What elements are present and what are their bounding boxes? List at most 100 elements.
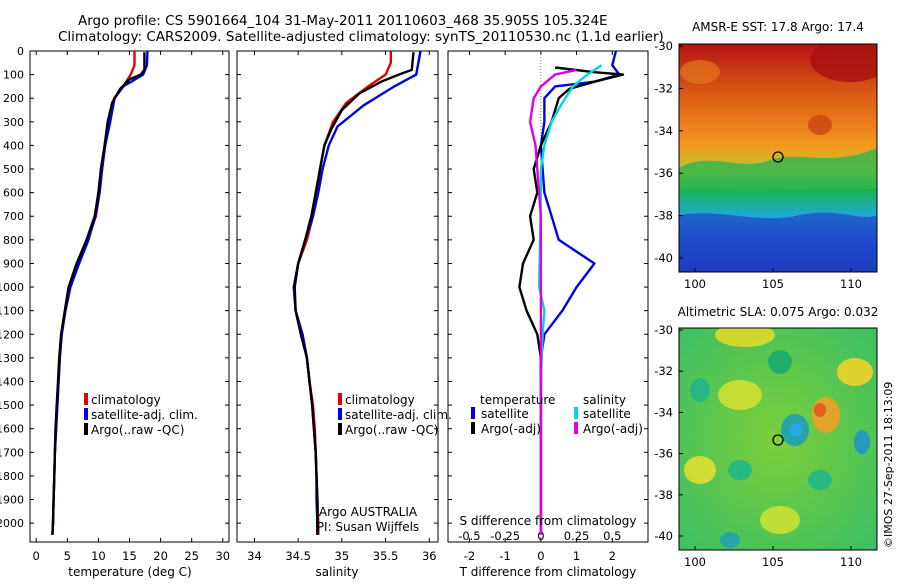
argo-float-marker bbox=[772, 434, 784, 446]
difference-panel bbox=[447, 50, 649, 543]
s-tick-label: -0.5 bbox=[458, 529, 480, 543]
salinity-xlabel: salinity bbox=[315, 565, 358, 579]
sla-map-title: Altimetric SLA: 0.075 Argo: 0.032 bbox=[678, 305, 879, 319]
title-line-1: Argo profile: CS 5901664_104 31-May-2011… bbox=[78, 13, 608, 29]
x-tick-label: 1 bbox=[573, 549, 580, 563]
map-x-tick-label: 110 bbox=[840, 555, 862, 569]
sla-low-blob bbox=[790, 423, 802, 437]
series-line-argo-adj- bbox=[518, 66, 625, 535]
legend-label-argo: Argo(..raw -QC) bbox=[91, 423, 184, 437]
sla-map-frame bbox=[678, 327, 878, 551]
temperature-xlabel: temperature (deg C) bbox=[68, 565, 191, 579]
legend-label-argo: Argo(..raw -QC) bbox=[345, 423, 438, 437]
depth-tick-label: 1500 bbox=[0, 399, 24, 412]
legend-label-satellite: satellite-adj. clim. bbox=[345, 408, 452, 422]
temperature-plot: 0 5 10 15 20 25 30 bbox=[33, 50, 230, 563]
legend-label-satellite: satellite-adj. clim. bbox=[91, 408, 198, 422]
legend-label-s-argo: Argo(-adj) bbox=[583, 422, 643, 436]
x-tick-label: 35 bbox=[335, 549, 350, 563]
legend-label-t-argo: Argo(-adj) bbox=[481, 422, 541, 436]
legend-swatch-t-satellite bbox=[471, 407, 475, 419]
x-tick-label: 0 bbox=[537, 549, 544, 563]
sst-map-title: AMSR-E SST: 17.8 Argo: 17.4 bbox=[692, 20, 864, 34]
x-tick-label: 20 bbox=[153, 549, 168, 563]
sla-map bbox=[679, 328, 877, 550]
x-tick-label: 25 bbox=[184, 549, 199, 563]
x-tick-label: 34 bbox=[247, 549, 262, 563]
sla-low-blob bbox=[720, 532, 740, 548]
depth-tick-label: 1400 bbox=[0, 375, 24, 388]
depth-tick-label: 0 bbox=[17, 45, 24, 58]
map-y-tick-label: -34 bbox=[654, 405, 673, 419]
x-tick-label: 34.5 bbox=[285, 549, 311, 563]
legend-swatch-t-argo bbox=[471, 422, 475, 434]
legend-swatch-climatology bbox=[84, 393, 88, 405]
map-y-tick-label: -30 bbox=[654, 323, 673, 337]
argo-program-label: Argo AUSTRALIA bbox=[319, 505, 418, 519]
sla-map-axes: -30 -32 -34 -36 -38 -40 100 105 110 bbox=[654, 323, 862, 569]
temperature-legend: climatology satellite-adj. clim. Argo(..… bbox=[84, 393, 198, 437]
x-tick-label: 15 bbox=[122, 549, 137, 563]
map-y-tick-label: -38 bbox=[654, 209, 673, 223]
depth-tick-label: 100 bbox=[3, 69, 24, 82]
sst-warm-blob bbox=[808, 115, 832, 135]
legend-swatch-argo bbox=[84, 423, 88, 435]
series-line-argo-adj- bbox=[528, 68, 577, 535]
sla-high-blob bbox=[715, 328, 775, 347]
sla-high-blob bbox=[814, 403, 826, 417]
depth-tick-label: 200 bbox=[3, 92, 24, 105]
title-line-2: Climatology: CARS2009. Satellite-adjuste… bbox=[58, 29, 664, 45]
sst-map-frame bbox=[678, 43, 878, 273]
map-y-tick-label: -40 bbox=[654, 251, 673, 265]
sst-front bbox=[679, 148, 877, 193]
legend-group-temperature: temperature bbox=[480, 393, 555, 407]
x-tick-label: 2 bbox=[609, 549, 616, 563]
depth-tick-label: 400 bbox=[3, 139, 24, 152]
difference-xlabel: T difference from climatology bbox=[459, 565, 637, 579]
s-tick-label: -0.25 bbox=[490, 529, 520, 543]
sla-high-blob bbox=[684, 456, 716, 484]
x-tick-label: 5 bbox=[64, 549, 71, 563]
sla-high-blob bbox=[718, 380, 762, 410]
map-y-tick-label: -40 bbox=[654, 529, 673, 543]
x-tick-label: 36 bbox=[422, 549, 437, 563]
map-y-tick-label: -38 bbox=[654, 488, 673, 502]
argo-float-marker bbox=[772, 151, 784, 163]
x-tick-label: -1 bbox=[499, 549, 510, 563]
depth-axis: 0 100 200 300 400 500 600 700 800 900 1000 1100 1200… bbox=[0, 45, 648, 530]
s-tick-label: 0.25 bbox=[564, 529, 590, 543]
legend-swatch-s-satellite bbox=[574, 407, 578, 419]
sla-low-blob bbox=[728, 460, 752, 480]
argo-pi-label: PI: Susan Wijffels bbox=[317, 520, 419, 534]
s-tick-label: 0 bbox=[537, 529, 544, 543]
map-y-tick-label: -32 bbox=[654, 364, 673, 378]
depth-tick-label: 1900 bbox=[0, 494, 24, 507]
sla-low-blob bbox=[808, 470, 832, 490]
map-x-tick-label: 100 bbox=[684, 555, 706, 569]
sst-map-axes: -30 -32 -34 -36 -38 -40 100 105 110 bbox=[654, 39, 862, 291]
difference-top-xlabel: S difference from climatology bbox=[460, 514, 637, 528]
x-tick-label: 0 bbox=[33, 549, 40, 563]
map-y-tick-label: -34 bbox=[654, 124, 673, 138]
depth-tick-label: 2000 bbox=[0, 517, 24, 530]
sla-low-blob bbox=[854, 430, 870, 454]
legend-label-climatology: climatology bbox=[91, 393, 161, 407]
sla-low-blob bbox=[690, 378, 710, 402]
series-line-argo-raw-qc- bbox=[293, 52, 415, 535]
sst-map bbox=[679, 44, 877, 272]
map-y-tick-label: -36 bbox=[654, 447, 673, 461]
map-x-tick-label: 110 bbox=[840, 277, 862, 291]
map-y-tick-label: -32 bbox=[654, 81, 673, 95]
depth-tick-label: 1100 bbox=[0, 305, 24, 318]
temperature-panel bbox=[29, 50, 230, 543]
sst-warm-blob bbox=[680, 60, 720, 84]
imos-stamp: ©IMOS 27-Sep-2011 18:13:09 bbox=[882, 382, 895, 548]
x-tick-label: 10 bbox=[91, 549, 106, 563]
difference-legend: temperature salinity satellite Argo(-adj… bbox=[471, 393, 643, 436]
map-x-tick-label: 105 bbox=[762, 277, 784, 291]
legend-swatch-satellite bbox=[338, 408, 342, 420]
sst-warm-blob bbox=[810, 44, 877, 82]
sla-high-blob bbox=[837, 358, 873, 386]
legend-label-s-satellite: satellite bbox=[583, 407, 631, 421]
legend-swatch-climatology bbox=[338, 393, 342, 405]
